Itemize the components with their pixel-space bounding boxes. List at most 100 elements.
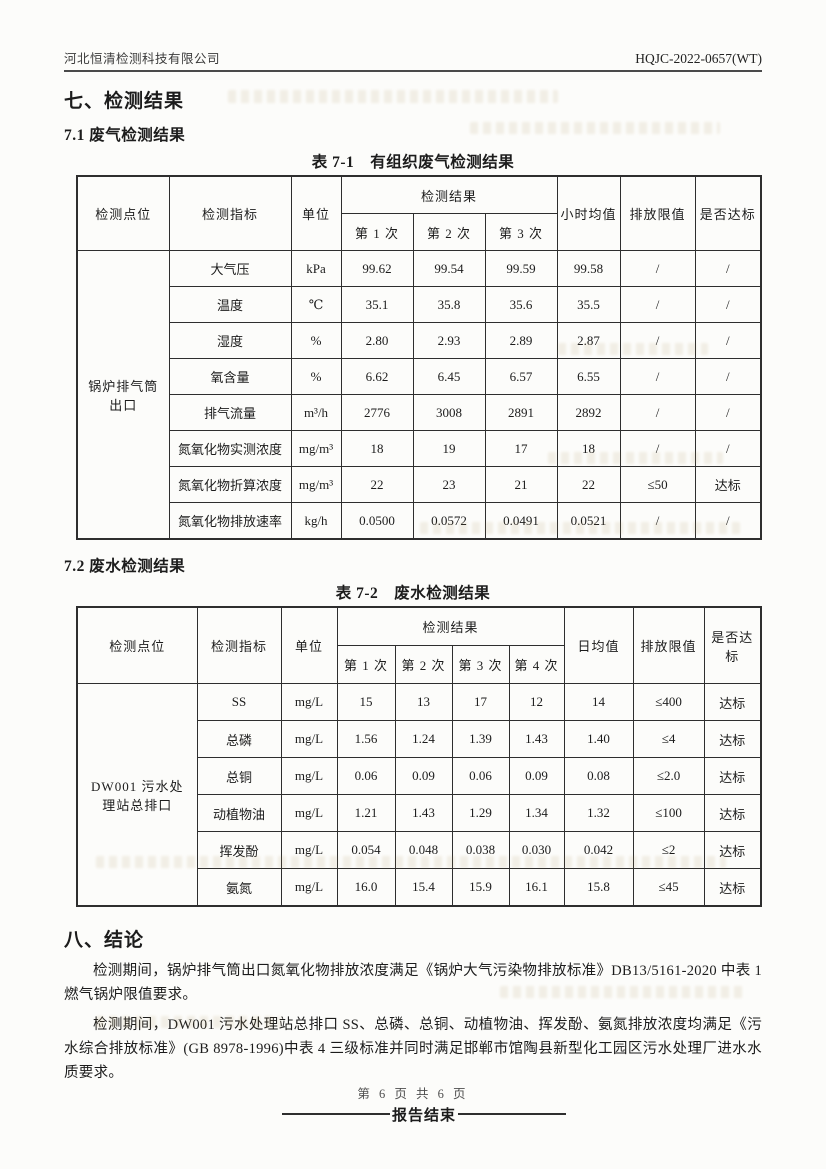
col-header-emission-limit: 排放限值 [632, 606, 705, 684]
indicator-cell: 氮氧化物折算浓度 [168, 466, 292, 503]
col-header-unit: 单位 [280, 606, 338, 684]
indicator-cell: 挥发酚 [196, 831, 282, 869]
compliance-cell: / [694, 394, 762, 431]
compliance-cell: 达标 [703, 757, 762, 795]
run-4-value-cell: 1.43 [508, 720, 565, 758]
limit-value-cell: ≤2.0 [632, 757, 705, 795]
divider-line [281, 1113, 390, 1116]
limit-value-cell: / [619, 250, 696, 287]
average-value-cell: 1.40 [563, 720, 634, 758]
monitoring-point-cell: DW001 污水处理站总排口 [76, 683, 198, 907]
unit-cell: mg/L [280, 720, 338, 758]
average-value-cell: 2.87 [556, 322, 621, 359]
table-row: 氮氧化物实测浓度 mg/m³ 18 19 17 18// [77, 430, 762, 467]
run-3-value-cell: 35.6 [484, 286, 558, 323]
indicator-cell: 温度 [168, 286, 292, 323]
waste-gas-results-table: 检测点位 检测指标 单位 检测结果 小时均值 排放限值 是否达标 第 1 次 第… [76, 175, 763, 540]
limit-value-cell: ≤45 [632, 868, 705, 907]
table-header-row: 第 1 次 第 2 次 第 3 次 第 4 次 [77, 645, 761, 684]
limit-value-cell: ≤100 [632, 794, 705, 832]
run-3-value-cell: 17 [451, 683, 510, 721]
table-row: 总铜 mg/L 0.06 0.09 0.06 0.09 0.08 ≤2.0 达标 [77, 757, 762, 795]
col-header-compliance: 是否达标 [703, 606, 762, 684]
indicator-cell: 总磷 [196, 720, 282, 758]
col-header-run-3: 第 3 次 [484, 213, 558, 251]
subsection-heading-waste-gas: 7.1 废气检测结果 [64, 127, 186, 144]
table2-caption: 表 7-2 废水检测结果 [335, 585, 491, 602]
unit-cell: kPa [290, 250, 342, 287]
col-header-run-1: 第 1 次 [340, 213, 414, 251]
conclusion-paragraph-2: 检测期间，DW001 污水处理站总排口 SS、总磷、总铜、动植物油、挥发酚、氨氮… [64, 1016, 762, 1081]
unit-cell: % [290, 322, 342, 359]
waste-water-results-table: 检测点位 检测指标 单位 检测结果 日均值 排放限值 是否达标 第 1 次 第 … [76, 606, 763, 907]
unit-cell: ℃ [290, 286, 342, 323]
unit-cell: kg/h [290, 502, 342, 540]
run-3-value-cell: 21 [484, 466, 558, 503]
report-end-divider: 报告结束 [86, 1104, 762, 1125]
run-3-value-cell: 15.9 [451, 868, 510, 907]
compliance-cell: / [694, 250, 762, 287]
document-number: HQJC-2022-0657(WT) [635, 51, 762, 66]
limit-value-cell: ≤50 [619, 466, 696, 503]
run-4-value-cell: 16.1 [508, 868, 565, 907]
run-2-value-cell: 23 [412, 466, 486, 503]
table-row: 锅炉排气筒出口 大气压 kPa 99.62 99.54 99.59 99.58// [76, 250, 762, 540]
compliance-cell: 达标 [703, 868, 762, 907]
col-header-run-4: 第 4 次 [508, 645, 565, 684]
indicator-cell: 氮氧化物实测浓度 [168, 430, 292, 467]
run-3-value-cell: 17 [484, 430, 558, 467]
limit-value-cell: ≤400 [632, 683, 705, 721]
run-1-value-cell: 15 [336, 683, 396, 721]
run-1-value-cell: 35.1 [340, 286, 414, 323]
run-1-value-cell: 99.62 [340, 250, 414, 287]
average-value-cell: 2892 [556, 394, 621, 431]
unit-cell: mg/L [280, 868, 338, 907]
col-header-run-1: 第 1 次 [336, 645, 396, 684]
table1-body: 锅炉排气筒出口 大气压 kPa 99.62 99.54 99.59 99.58// 温度 ℃ 35… [76, 250, 762, 540]
average-value-cell: 6.55 [556, 358, 621, 395]
run-2-value-cell: 1.24 [394, 720, 453, 758]
col-header-daily-average: 日均值 [563, 606, 634, 684]
col-header-indicator: 检测指标 [196, 606, 282, 684]
indicator-cell: 湿度 [168, 322, 292, 359]
divider-line [458, 1113, 566, 1116]
average-value-cell: 35.5 [556, 286, 621, 323]
table-row: DW001 污水处理站总排口 SS mg/L 15 13 17 12 14 ≤400 达标 [76, 683, 762, 907]
unit-cell: mg/L [280, 794, 338, 832]
run-3-value-cell: 1.29 [451, 794, 510, 832]
run-1-value-cell: 2.80 [340, 322, 414, 359]
run-2-value-cell: 3008 [412, 394, 486, 431]
compliance-cell: 达标 [703, 831, 762, 869]
table-row: 温度 ℃ 35.1 35.8 35.6 35.5// [77, 286, 762, 323]
run-4-value-cell: 0.09 [508, 757, 565, 795]
indicator-cell: 动植物油 [196, 794, 282, 832]
compliance-cell: 达标 [703, 683, 762, 721]
unit-cell: mg/m³ [290, 466, 342, 503]
indicator-cell: 氨氮 [196, 868, 282, 907]
run-1-value-cell: 1.21 [336, 794, 396, 832]
col-header-point: 检测点位 [76, 606, 198, 684]
run-2-value-cell: 0.048 [394, 831, 453, 869]
run-1-value-cell: 18 [340, 430, 414, 467]
unit-cell: % [290, 358, 342, 395]
average-value-cell: 0.042 [563, 831, 634, 869]
indicator-cell: 氧含量 [168, 358, 292, 395]
run-1-value-cell: 2776 [340, 394, 414, 431]
unit-cell: m³/h [290, 394, 342, 431]
table-row: 排气流量 m³/h 2776 3008 2891 2892// [77, 394, 762, 431]
average-value-cell: 1.32 [563, 794, 634, 832]
col-header-run-2: 第 2 次 [412, 213, 486, 251]
run-1-value-cell: 0.06 [336, 757, 396, 795]
col-header-result-group: 检测结果 [336, 606, 565, 646]
limit-value-cell: / [619, 502, 696, 540]
run-3-value-cell: 99.59 [484, 250, 558, 287]
col-header-point: 检测点位 [76, 175, 170, 251]
average-value-cell: 18 [556, 430, 621, 467]
col-header-indicator: 检测指标 [168, 175, 292, 251]
compliance-cell: / [694, 322, 762, 359]
col-header-run-3: 第 3 次 [451, 645, 510, 684]
run-2-value-cell: 0.09 [394, 757, 453, 795]
run-1-value-cell: 0.0500 [340, 502, 414, 540]
limit-value-cell: ≤4 [632, 720, 705, 758]
